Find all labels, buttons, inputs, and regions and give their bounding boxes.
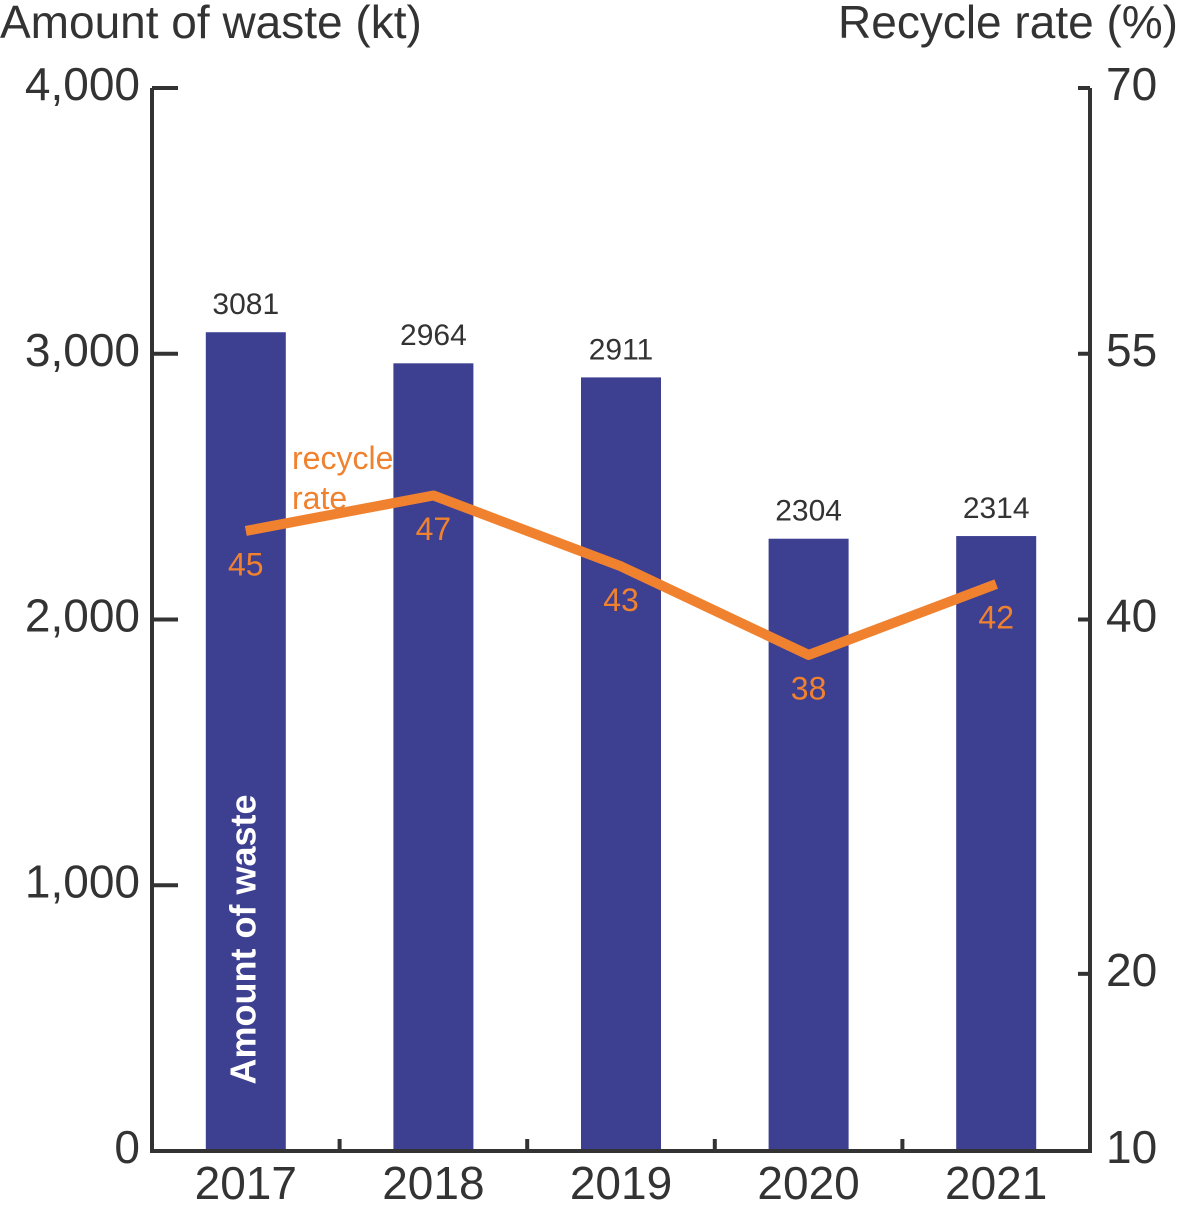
bar-value-label: 2314	[963, 492, 1030, 525]
y2-tick-label: 70	[1106, 58, 1157, 110]
line-value-label: 47	[416, 511, 452, 547]
bar-series-label: Amount of waste	[222, 794, 263, 1084]
x-tick-label: 2017	[195, 1157, 297, 1209]
bar	[768, 538, 849, 1151]
y-tick-label: 1,000	[25, 855, 140, 907]
bar	[581, 377, 661, 1152]
bar	[956, 536, 1037, 1151]
x-tick-label: 2018	[382, 1157, 484, 1209]
y2-tick-label: 40	[1106, 590, 1157, 642]
y2-tick-label: 10	[1106, 1121, 1157, 1173]
y-tick-label: 3,000	[25, 324, 140, 376]
y2-axis-title: Recycle rate (%)	[838, 0, 1178, 48]
y2-tick-label: 55	[1106, 324, 1157, 376]
y-tick-label: 2,000	[25, 590, 140, 642]
line-value-label: 45	[228, 546, 264, 582]
bar-value-label: 2911	[589, 333, 654, 366]
bar-value-label: 2964	[400, 319, 467, 352]
line-value-label: 38	[791, 670, 827, 706]
y-tick-label: 4,000	[25, 58, 140, 110]
x-tick-label: 2019	[570, 1157, 672, 1209]
y2-tick-label: 20	[1106, 944, 1157, 996]
bar-value-label: 2304	[775, 495, 842, 528]
line-value-label: 42	[978, 600, 1014, 636]
y-tick-label: 0	[114, 1121, 140, 1173]
line	[244, 490, 998, 660]
x-tick-label: 2020	[757, 1157, 859, 1209]
bar	[205, 332, 286, 1151]
bar-value-label: 3081	[212, 288, 279, 321]
line-value-label: 43	[603, 582, 639, 618]
x-tick-label: 2021	[945, 1157, 1047, 1209]
y-axis-title: Amount of waste (kt)	[0, 0, 422, 48]
line-annotation: recycle rate	[292, 440, 394, 516]
